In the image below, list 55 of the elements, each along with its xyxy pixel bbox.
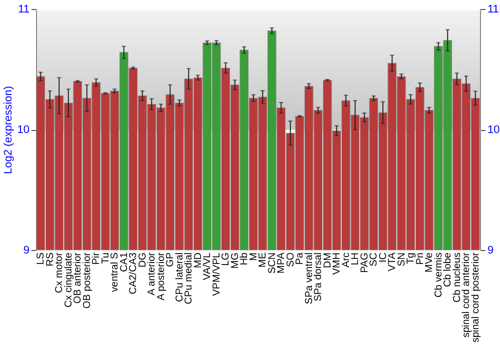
x-tick-label: Cx motor bbox=[54, 252, 66, 294]
x-tick-label: LS bbox=[36, 252, 47, 265]
x-tick-label: CA1 bbox=[118, 252, 130, 272]
x-tick-label: LH bbox=[350, 252, 362, 266]
x-tick-label: M bbox=[248, 252, 260, 261]
x-tick-label: Tu bbox=[100, 252, 112, 264]
x-tick-label: Pn bbox=[414, 252, 426, 265]
x-tick-label: Tg bbox=[406, 252, 417, 264]
x-tick-label: ventral S bbox=[110, 252, 121, 292]
x-tick-label: Pir bbox=[91, 252, 102, 265]
x-tick-label: MG bbox=[230, 252, 241, 269]
y2-tick-label: 10 bbox=[488, 124, 500, 136]
y-tick-label: 9 bbox=[23, 244, 30, 256]
x-tick-label: A anterior bbox=[146, 252, 158, 296]
x-tick-label: PAG bbox=[359, 252, 370, 273]
y2-tick-label: 11 bbox=[488, 4, 499, 16]
x-tick-label: SC bbox=[368, 252, 380, 266]
x-tick-label: CPu lateral bbox=[174, 252, 186, 302]
x-tick-label: Cb lobe bbox=[442, 252, 454, 287]
x-tick-label: MVe bbox=[424, 252, 436, 273]
y-tick-label: 10 bbox=[17, 124, 30, 136]
x-tick-label: Pa bbox=[294, 252, 306, 265]
x-tick-label: LG bbox=[220, 252, 232, 266]
x-tick-label: SPa ventral bbox=[304, 252, 315, 304]
y2-tick-label: 9 bbox=[488, 244, 494, 256]
x-tick-label: SPa dorsal bbox=[313, 252, 324, 302]
x-tick-label: A posterior bbox=[156, 252, 167, 300]
x-tick-label: SN bbox=[396, 252, 408, 266]
x-tick-label: VA/VL bbox=[202, 252, 214, 280]
x-tick-label: SO bbox=[285, 252, 296, 267]
x-tick-label: SCN bbox=[266, 252, 278, 274]
x-tick-label: MPA bbox=[276, 252, 288, 274]
x-tick-label: MD bbox=[192, 252, 204, 268]
x-tick-label: Cx cingulate bbox=[63, 252, 74, 308]
x-tick-label: RS bbox=[44, 252, 56, 266]
x-tick-label: spinal cord posterior bbox=[470, 252, 482, 343]
y-axis-title: Log2 (expression) bbox=[2, 86, 14, 174]
x-tick-label: CPu medial bbox=[184, 252, 195, 304]
x-tick-label: GP bbox=[165, 252, 176, 267]
x-tick-label: spinal cord anterior bbox=[461, 252, 472, 338]
x-tick-label: Hb bbox=[239, 252, 250, 266]
x-tick-label: OB posterior bbox=[82, 252, 93, 309]
x-tick-label: VTA bbox=[387, 252, 398, 272]
x-tick-label: DM bbox=[322, 252, 334, 268]
x-tick-label: CA2/CA3 bbox=[128, 252, 140, 294]
x-tick-label: Cb vermis bbox=[433, 252, 444, 298]
x-tick-label: IC bbox=[378, 252, 389, 262]
x-tick-label: DG bbox=[137, 252, 148, 268]
x-tick-label: VMH bbox=[332, 252, 343, 275]
x-tick-label: Cb nucleus bbox=[452, 252, 463, 303]
x-tick-label: VPM/VPL bbox=[211, 252, 222, 296]
x-tick-label: ME bbox=[258, 252, 269, 268]
x-tick-label: Arc bbox=[340, 252, 352, 268]
y-tick-label: 11 bbox=[18, 4, 30, 16]
x-tick-label: OB anterior bbox=[72, 252, 84, 304]
